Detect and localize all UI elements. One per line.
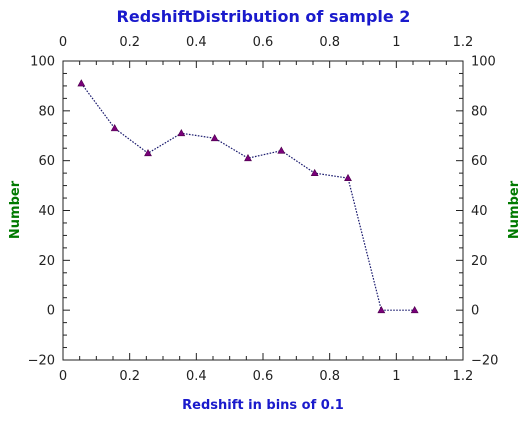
x-tick-label-bottom: 0.2 xyxy=(119,369,140,384)
x-tick-label-bottom: 1 xyxy=(392,369,400,384)
y-tick-label-right: 100 xyxy=(471,55,496,70)
x-tick-label-bottom: 1.2 xyxy=(453,369,474,384)
x-tick-label-top: 0 xyxy=(59,35,67,50)
y-tick-label-left: 80 xyxy=(38,104,55,119)
data-point-marker xyxy=(410,305,419,314)
y-tick-label-left: 0 xyxy=(47,304,55,319)
y-tick-label-right: −20 xyxy=(471,354,498,369)
y-tick-label-right: 80 xyxy=(471,104,488,119)
y-tick-label-right: 20 xyxy=(471,254,488,269)
x-tick-label-bottom: 0.6 xyxy=(253,369,274,384)
data-point-marker xyxy=(377,305,386,314)
y-axis-title-left: Number xyxy=(8,180,23,239)
data-point-marker xyxy=(310,168,319,177)
y-tick-label-left: −20 xyxy=(28,354,55,369)
data-point-marker xyxy=(110,124,119,132)
x-tick-label-bottom: 0.4 xyxy=(186,369,207,384)
data-point-marker xyxy=(210,134,219,142)
y-axis-title-right: Number xyxy=(507,180,522,239)
data-point-marker xyxy=(277,146,286,154)
x-tick-label-bottom: 0 xyxy=(59,369,67,384)
data-point-marker xyxy=(144,148,152,157)
data-point-marker xyxy=(244,153,252,162)
y-tick-label-right: 40 xyxy=(471,204,488,219)
x-tick-label-top: 0.8 xyxy=(319,35,340,50)
y-tick-label-left: 60 xyxy=(38,154,55,169)
x-tick-label-bottom: 0.8 xyxy=(319,369,340,384)
x-tick-label-top: 0.2 xyxy=(119,35,140,50)
chart-title: RedshiftDistribution of sample 2 xyxy=(117,7,411,26)
y-tick-label-right: 0 xyxy=(471,304,479,319)
plot-frame xyxy=(62,60,464,361)
series-line xyxy=(80,83,415,311)
x-axis-title: Redshift in bins of 0.1 xyxy=(182,398,344,413)
data-point-marker xyxy=(77,79,86,87)
data-point-marker xyxy=(344,173,352,182)
x-tick-label-top: 0.6 xyxy=(253,35,274,50)
y-tick-label-left: 40 xyxy=(38,204,55,219)
data-point-marker xyxy=(177,129,186,137)
x-tick-label-top: 1 xyxy=(392,35,400,50)
x-tick-label-top: 1.2 xyxy=(453,35,474,50)
series-layer xyxy=(77,79,419,314)
y-tick-label-left: 20 xyxy=(38,254,55,269)
y-tick-label-right: 60 xyxy=(471,154,488,169)
x-tick-label-top: 0.4 xyxy=(186,35,207,50)
y-tick-label-left: 100 xyxy=(30,55,55,70)
